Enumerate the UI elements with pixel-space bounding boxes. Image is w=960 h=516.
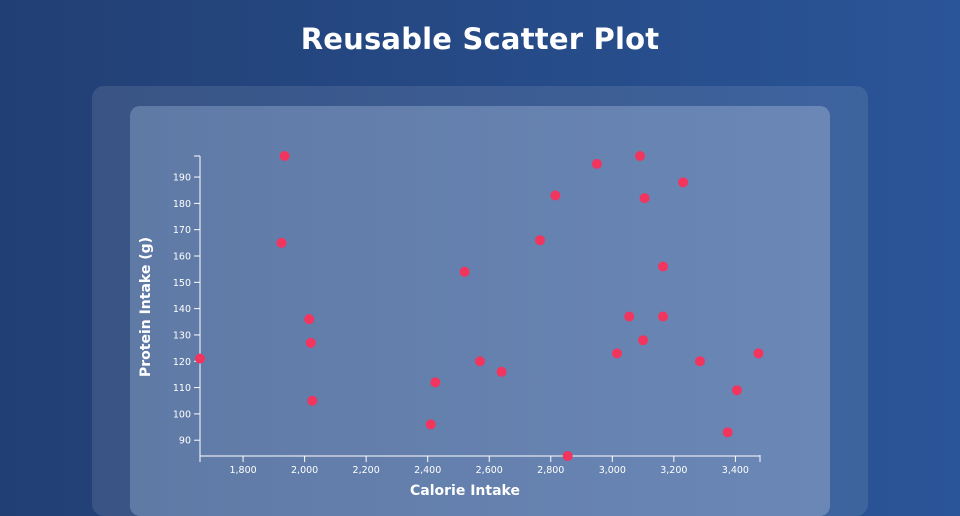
x-tick-label: 3,000 (599, 465, 626, 476)
y-axis-title: Protein Intake (g) (138, 237, 154, 377)
x-axis-title: Calorie Intake (410, 483, 520, 499)
data-point[interactable] (307, 395, 318, 406)
x-tick-label: 2,800 (537, 465, 564, 476)
y-tick-label: 190 (173, 173, 191, 184)
data-point[interactable] (722, 427, 733, 438)
y-tick-label: 160 (173, 252, 191, 263)
y-tick-label: 170 (173, 225, 191, 236)
y-tick-label: 110 (173, 383, 191, 394)
data-point[interactable] (658, 261, 669, 272)
data-point[interactable] (638, 335, 649, 346)
data-point[interactable] (624, 311, 635, 322)
data-point[interactable] (475, 356, 485, 367)
data-point[interactable] (305, 337, 316, 348)
y-axis: 90 100 110 120 130 140 150 160 170 180 190 (173, 155, 201, 456)
data-point[interactable] (425, 419, 436, 430)
x-tick-label: 3,400 (722, 465, 749, 476)
data-point[interactable] (304, 314, 315, 325)
y-tick-label: 130 (173, 330, 191, 341)
y-tick-label: 150 (173, 278, 191, 289)
y-tick-label: 100 (173, 409, 191, 420)
data-point[interactable] (550, 190, 561, 201)
data-point[interactable] (611, 348, 622, 359)
x-tick-label: 2,400 (414, 465, 441, 476)
data-point[interactable] (658, 311, 669, 322)
data-point[interactable] (695, 356, 705, 367)
y-tick-label: 140 (173, 304, 191, 315)
data-point[interactable] (731, 385, 742, 396)
data-points (195, 151, 764, 461)
data-point[interactable] (678, 177, 689, 188)
data-point[interactable] (753, 348, 764, 359)
y-tick-label: 90 (179, 436, 191, 447)
x-tick-label: 2,600 (476, 465, 503, 476)
data-point[interactable] (562, 451, 573, 461)
data-point[interactable] (430, 377, 441, 388)
data-point[interactable] (635, 151, 645, 161)
scatter-chart: 1,800 2,000 2,200 2,400 2,600 2,800 3,000 3,200… (138, 151, 764, 499)
x-tick-label: 1,800 (229, 465, 256, 476)
x-tick-label: 2,200 (353, 465, 380, 476)
data-point[interactable] (639, 193, 650, 204)
data-point[interactable] (195, 353, 205, 364)
data-point[interactable] (535, 235, 545, 246)
data-point[interactable] (496, 366, 507, 377)
x-axis: 1,800 2,000 2,200 2,400 2,600 2,800 3,000 3,200… (199, 455, 761, 476)
y-tick-label: 120 (173, 357, 191, 368)
y-tick-label: 180 (173, 199, 191, 210)
x-tick-label: 2,000 (291, 465, 318, 476)
data-point[interactable] (591, 158, 602, 169)
page-title: Reusable Scatter Plot (300, 22, 660, 56)
x-tick-label: 3,200 (660, 465, 687, 476)
data-point[interactable] (276, 237, 287, 248)
data-point[interactable] (279, 151, 290, 161)
chart-inner-card (130, 106, 830, 516)
data-point[interactable] (459, 266, 470, 277)
